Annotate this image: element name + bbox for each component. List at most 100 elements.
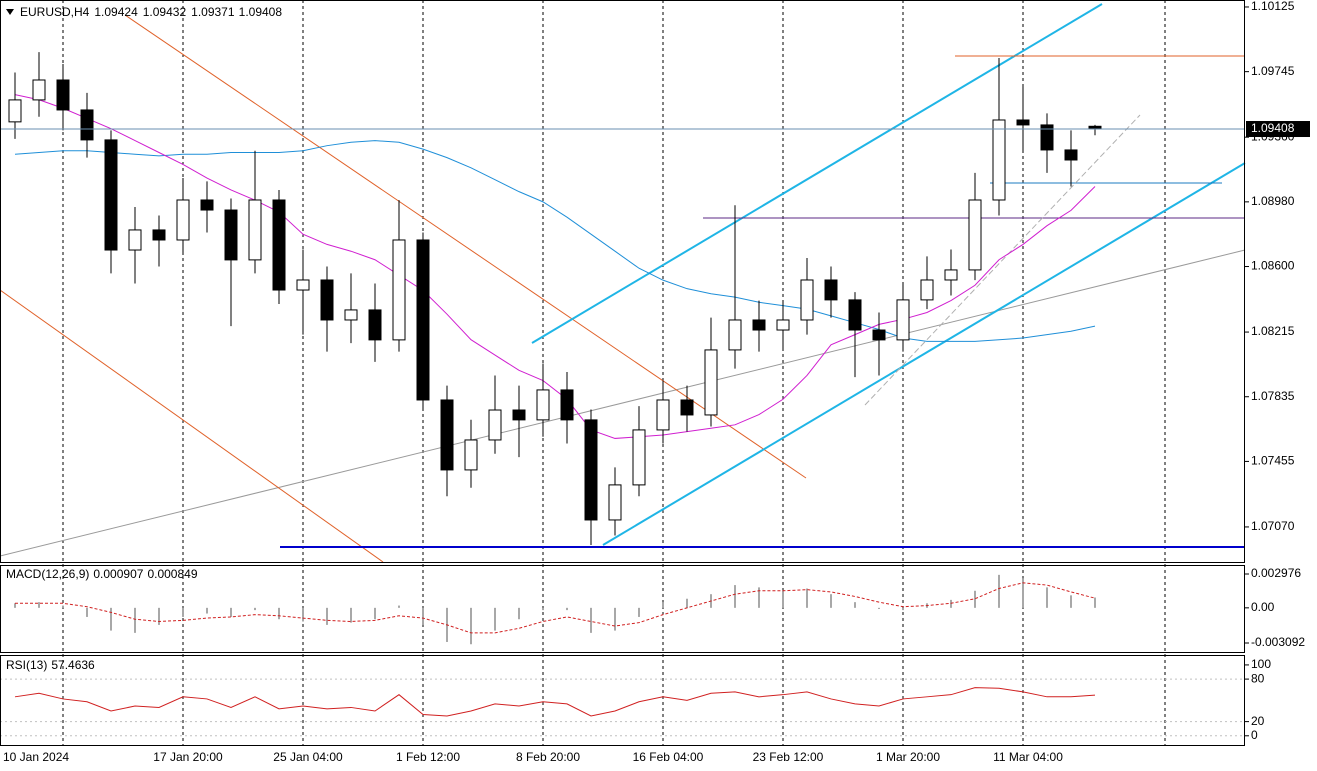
macd-bar — [182, 607, 184, 617]
macd-bar — [134, 607, 136, 633]
macd-bar — [206, 607, 208, 614]
macd-bar — [158, 607, 160, 625]
candle-body — [104, 139, 118, 251]
x-tick-label: 17 Jan 20:00 — [153, 750, 223, 764]
rsi-value: 57.4636 — [51, 658, 95, 672]
signal-line — [15, 582, 1096, 634]
y-tick-label: 0.00 — [1251, 600, 1275, 614]
candle-body — [440, 399, 454, 471]
macd-bar — [374, 607, 376, 620]
macd-bar — [398, 605, 400, 608]
candle-body — [224, 209, 238, 261]
y-tick-label: 1.10125 — [1251, 0, 1295, 13]
candle-body — [128, 229, 142, 251]
candle-body — [704, 349, 718, 416]
macd-bar — [686, 598, 688, 608]
candle-body — [872, 329, 886, 341]
candle-body — [152, 229, 166, 241]
price-box — [1246, 121, 1310, 138]
y-tick-label: 1.09745 — [1251, 64, 1295, 78]
candle-body — [968, 199, 982, 271]
moving-average — [14, 140, 1096, 342]
trendline — [864, 114, 1141, 406]
candle-body — [200, 199, 214, 211]
indicator-name: RSI(13) — [6, 658, 47, 672]
macd-bar — [1070, 595, 1072, 608]
macd-title: MACD(12,26,9) 0.000907 0.000849 — [6, 567, 198, 581]
candle-body — [296, 279, 310, 291]
macd-bar — [470, 607, 472, 645]
macd-bar — [1046, 587, 1048, 608]
candle-body — [344, 309, 358, 321]
macd-bar — [350, 607, 352, 623]
candle-body — [896, 299, 910, 341]
macd-bar — [638, 607, 640, 617]
candle-body — [800, 279, 814, 321]
macd-bar — [566, 607, 568, 611]
x-tick-label: 1 Feb 12:00 — [396, 750, 460, 764]
macd-bar — [782, 590, 784, 608]
macd-bar — [974, 590, 976, 608]
macd-bar — [230, 607, 232, 617]
indicator-name: MACD(12,26,9) — [6, 567, 89, 581]
channel-line — [531, 3, 1103, 344]
macd-bar — [854, 602, 856, 608]
signal-value: 0.000849 — [147, 567, 197, 581]
candle-body — [80, 109, 94, 141]
candle-body — [680, 399, 694, 416]
y-tick-label: 1.08215 — [1251, 324, 1295, 338]
candle-body — [824, 279, 838, 301]
y-tick-label: 1.07455 — [1251, 454, 1295, 468]
candle-body — [656, 399, 670, 431]
macd-panel — [0, 565, 1245, 653]
x-tick-label: 23 Feb 12:00 — [753, 750, 824, 764]
trendline — [0, 289, 384, 563]
macd-bar — [590, 607, 592, 633]
close-value: 1.09408 — [239, 5, 283, 19]
macd-bar — [734, 585, 736, 608]
macd-bar — [806, 588, 808, 608]
trendline — [0, 249, 1246, 557]
candle-body — [920, 279, 934, 301]
candle-body — [176, 199, 190, 241]
x-tick-label: 16 Feb 04:00 — [633, 750, 704, 764]
y-tick-label: 0 — [1251, 728, 1258, 742]
x-tick-label: 10 Jan 2024 — [3, 750, 69, 764]
y-tick-label: -0.003092 — [1251, 635, 1305, 649]
macd-bar — [518, 607, 520, 620]
x-tick-label: 11 Mar 04:00 — [993, 750, 1063, 764]
candle-body — [392, 239, 406, 341]
symbol: EURUSD,H4 — [20, 5, 90, 19]
candle-body — [584, 419, 598, 521]
x-tick-label: 8 Feb 20:00 — [516, 750, 580, 764]
y-tick-label: 1.08980 — [1251, 194, 1295, 208]
x-tick-label: 25 Jan 04:00 — [273, 750, 343, 764]
macd-bar — [614, 607, 616, 631]
high-value: 1.09432 — [143, 5, 187, 19]
macd-bar — [1094, 597, 1096, 608]
candle-body — [248, 199, 262, 261]
macd-bar — [662, 602, 664, 608]
x-tick-label: 1 Mar 20:00 — [876, 750, 940, 764]
macd-bar — [758, 587, 760, 608]
y-tick-label: 0.002976 — [1251, 566, 1301, 580]
candle-body — [1016, 119, 1030, 126]
candle-body — [560, 389, 574, 421]
channel-line — [602, 162, 1246, 546]
candle-body — [488, 409, 502, 441]
candle-body — [1064, 149, 1078, 161]
macd-bar — [302, 607, 304, 622]
macd-bar — [278, 607, 280, 620]
macd-bar — [878, 607, 880, 609]
y-tick-label: 1.07835 — [1251, 389, 1295, 403]
macd-bar — [998, 574, 1000, 608]
candle-body — [320, 279, 334, 321]
rsi-title: RSI(13) 57.4636 — [6, 658, 95, 672]
dropdown-icon — [6, 9, 14, 15]
macd-bar — [326, 607, 328, 625]
candle-body — [1040, 124, 1054, 151]
macd-bar — [494, 607, 496, 631]
macd-bar — [86, 607, 88, 617]
macd-bar — [830, 594, 832, 608]
